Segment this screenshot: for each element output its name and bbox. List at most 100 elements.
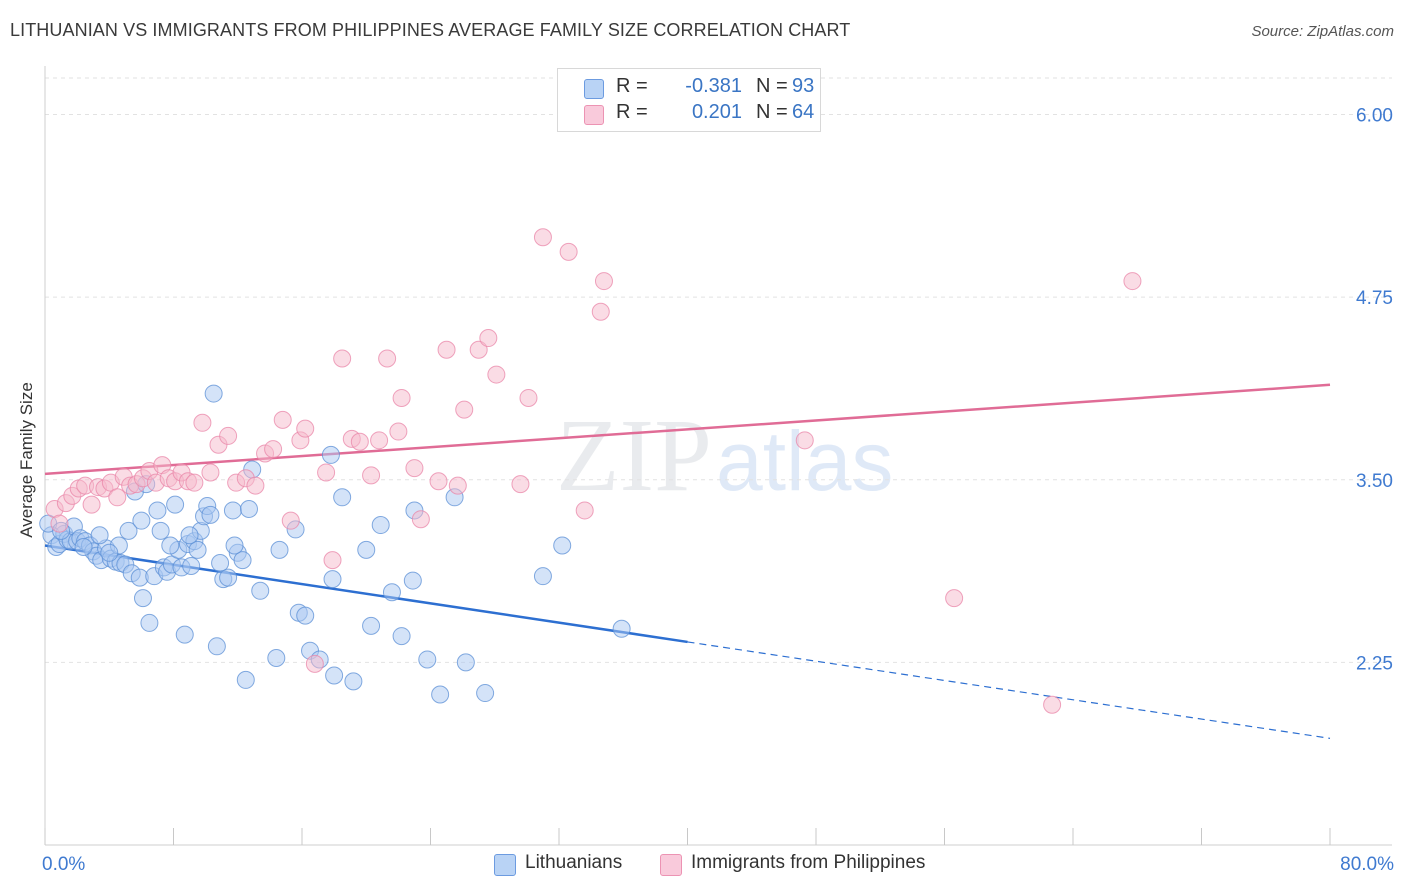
blue-trend-extension [687,641,1331,739]
watermark-zip: ZIP [556,398,712,513]
blue-data-point [362,616,381,635]
blue-data-point [431,685,450,704]
pink-data-point [594,272,613,291]
pink-data-point [448,476,467,495]
blue-data-point [476,684,495,703]
blue-data-point [270,540,289,559]
stats-r-label: R = [616,101,648,123]
axes [44,66,1392,846]
pink-data-point [246,476,265,495]
blue-data-point [151,521,170,540]
stats-n-value: 93 [792,75,815,97]
stats-r-value: 0.201 [691,101,742,123]
legend-label: Lithuanians [525,852,623,873]
stats-n-label: N = [756,101,788,123]
chart-title: LITHUANIAN VS IMMIGRANTS FROM PHILIPPINE… [10,20,851,40]
blue-data-point [166,495,185,514]
pink-data-point [50,514,69,533]
blue-data-point [357,540,376,559]
source-credit: Source: ZipAtlas.com [1251,23,1394,40]
blue-data-point [207,637,226,656]
y-tick-label: 6.00 [1356,106,1393,127]
pink-data-point [219,426,238,445]
blue-data-point [533,567,552,586]
stats-n-value: 64 [792,101,815,123]
y-tick-label: 4.75 [1356,288,1393,309]
blue-data-point [223,501,242,520]
blue-data-point [233,551,252,570]
pink-data-point [392,388,411,407]
pink-data-point [1043,695,1062,714]
pink-data-point [108,488,127,507]
pink-data-point [305,654,324,673]
stats-swatch-blue [584,79,604,99]
pink-data-point [575,501,594,520]
blue-data-point [140,613,159,632]
pink-data-point [469,340,488,359]
blue-data-point [236,670,255,689]
blue-data-point [403,571,422,590]
pink-data-point [317,463,336,482]
pink-data-point [1123,272,1142,291]
pink-data-point [323,551,342,570]
pink-data-point [487,365,506,384]
pink-data-point [193,413,212,432]
blue-data-point [325,666,344,685]
blue-data-point [371,516,390,535]
blue-data-point [333,488,352,507]
blue-data-point [90,526,109,545]
blue-data-point [188,540,207,559]
blue-data-point [182,556,201,575]
blue-data-point [204,384,223,403]
pink-data-point [533,228,552,247]
blue-data-point [133,589,152,608]
blue-data-point [382,583,401,602]
pink-data-point [411,510,430,529]
blue-data-point [239,499,258,518]
pink-data-point [264,440,283,459]
stats-n-label: N = [756,75,788,97]
blue-data-point [553,536,572,555]
blue-data-point [344,672,363,691]
pink-data-point [296,419,315,438]
pink-data-point [281,511,300,530]
pink-data-point [429,472,448,491]
blue-data-point [418,650,437,669]
pink-data-point [362,466,381,485]
x-tick-labels: 0.0% 80.0% [42,854,1394,875]
stats-r-label: R = [616,75,648,97]
blue-data-point [74,537,93,556]
pink-data-point [370,431,389,450]
pink-data-point [437,340,456,359]
blue-data-point [219,568,238,587]
y-tick-label: 3.50 [1356,471,1393,492]
correlation-stats-box: R = -0.381 N = 93 R = 0.201 N = 64 [557,68,821,132]
blue-data-point [201,505,220,524]
blue-data-point [456,653,475,672]
blue-data-point [148,501,167,520]
pink-data-point [389,422,408,441]
blue-data-point [392,627,411,646]
x-tick-label-min: 0.0% [42,854,85,875]
blue-data-point [251,581,270,600]
stats-r-value: -0.381 [685,75,742,97]
pink-data-point [591,302,610,321]
blue-data-point [100,543,119,562]
watermark: ZIP atlas [556,398,893,513]
blue-data-point [175,625,194,644]
pink-data-point [201,463,220,482]
pink-data-point [350,432,369,451]
pink-data-point [378,349,397,368]
blue-data-point [296,606,315,625]
data-points [39,228,1142,714]
blue-data-point [180,526,199,545]
pink-data-point [519,388,538,407]
blue-data-point [321,445,340,464]
y-tick-label: 2.25 [1356,653,1393,674]
blue-trend-line [44,544,688,644]
pink-data-point [273,410,292,429]
pink-data-point [333,349,352,368]
legend-swatch-pink [660,854,682,876]
blue-data-point [119,521,138,540]
